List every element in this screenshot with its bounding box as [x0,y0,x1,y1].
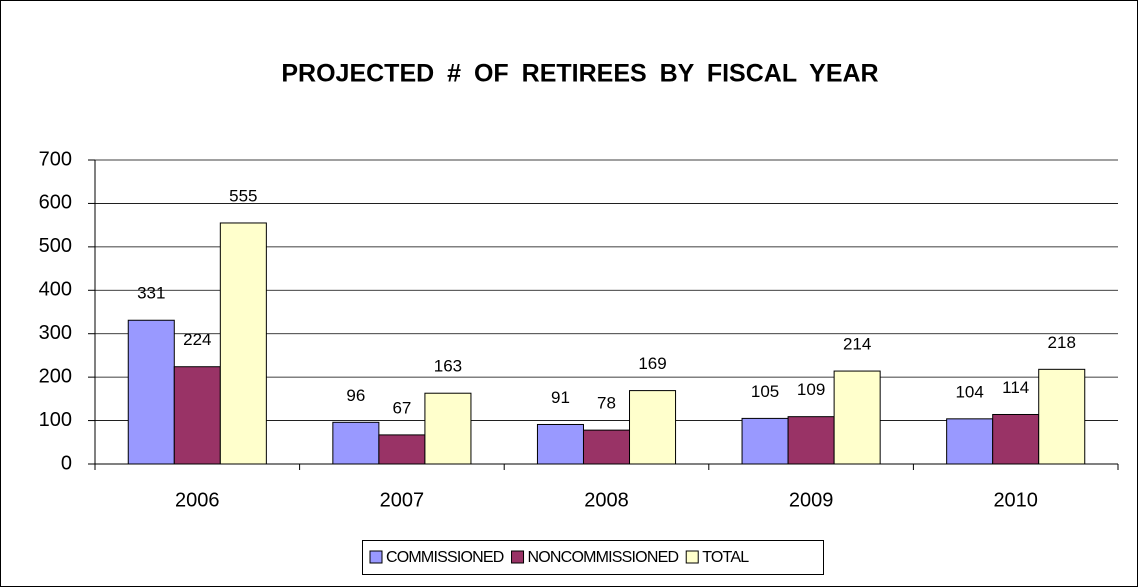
y-tick-label: 600 [39,192,72,214]
value-label: 331 [137,284,165,303]
bar [833,370,881,465]
bar [992,413,1040,465]
value-label: 91 [551,388,570,407]
bar [173,366,221,465]
bar [582,429,631,465]
value-label: 169 [638,354,666,373]
value-label: 104 [955,382,983,401]
legend-label: COMMISSIONED [386,549,504,566]
bar [219,222,267,465]
bar [1038,368,1086,465]
value-label: 163 [434,357,462,376]
legend-swatch [369,550,383,564]
value-label: 224 [183,330,211,349]
legend-label: NONCOMMISSIONED [528,549,679,566]
bar [378,434,426,465]
value-label: 67 [392,398,411,417]
x-tick-label: 2007 [380,489,425,511]
bar [741,417,789,465]
value-label: 218 [1048,333,1076,352]
bar [127,319,175,465]
value-label: 114 [1002,378,1029,397]
legend-swatch [685,550,699,564]
y-tick-label: 400 [39,279,72,301]
bar [536,423,584,465]
bar [629,390,677,465]
bar [424,392,472,465]
x-tick-label: 2010 [993,489,1038,511]
y-tick-label: 700 [39,148,72,170]
x-tick-label: 2009 [789,489,834,511]
y-tick-label: 500 [39,235,72,257]
chart-title: PROJECTED # OF RETIREES BY FISCAL YEAR [281,60,878,88]
value-label: 105 [751,382,779,401]
legend-label: TOTAL [702,549,749,566]
value-label: 214 [843,335,871,354]
y-tick-label: 0 [61,452,72,474]
bar [946,418,994,465]
value-label: 109 [797,380,825,399]
legend-swatch [511,550,525,564]
value-label: 555 [229,186,257,205]
value-label: 78 [597,394,616,413]
value-label: 96 [346,386,365,405]
x-tick-label: 2008 [584,489,629,511]
bar [787,416,835,465]
legend-box [362,540,824,575]
bar [332,421,380,465]
y-tick-label: 100 [39,409,72,431]
y-tick-label: 300 [39,322,72,344]
x-tick-label: 2006 [175,489,220,511]
y-tick-label: 200 [39,365,72,387]
